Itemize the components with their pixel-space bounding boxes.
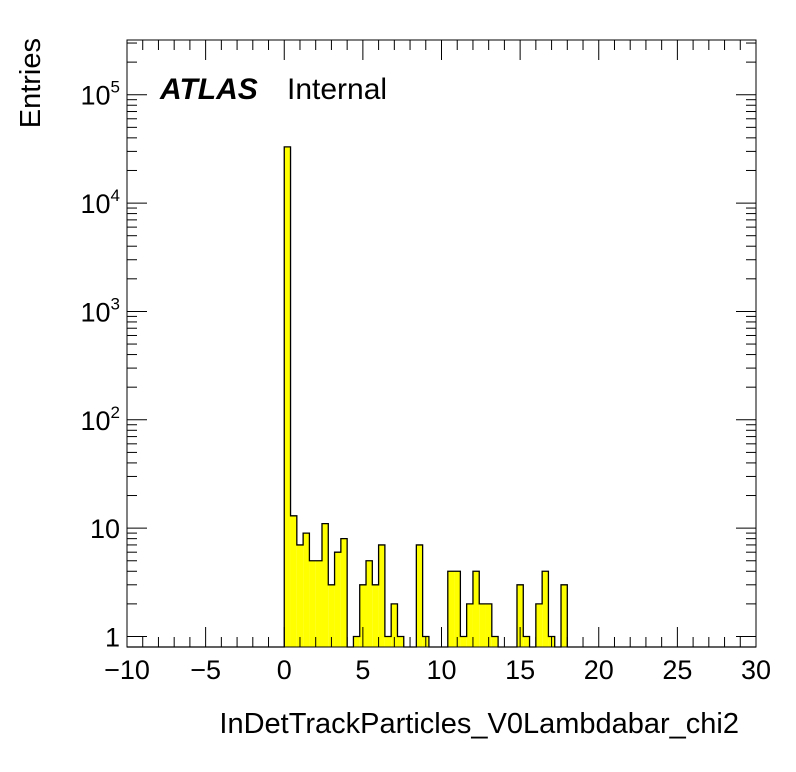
x-tick-labels: −10 −5 0 5 10 15 20 25 30 <box>104 655 771 685</box>
histogram-bin <box>340 538 348 647</box>
x-tick-label: 0 <box>277 655 292 685</box>
histogram-bin <box>542 571 549 647</box>
histogram-bin <box>309 560 316 647</box>
histogram-bin <box>372 584 379 647</box>
histogram-bin <box>359 584 367 647</box>
histogram-bin <box>303 533 310 647</box>
histogram-bin <box>290 515 297 647</box>
y-tick-label: 1 <box>105 622 120 652</box>
x-axis-title: InDetTrackParticles_V0Lambdabar_chi2 <box>219 708 739 740</box>
histogram-bin <box>366 560 373 647</box>
histogram-bin <box>416 544 423 647</box>
histogram-bin <box>491 636 499 647</box>
histogram-bin <box>472 571 480 647</box>
y-tick-label: 102 <box>80 403 120 436</box>
histogram-bin <box>391 603 398 647</box>
y-tick-label: 105 <box>80 78 120 111</box>
histogram-bin <box>485 603 492 647</box>
histogram-bin <box>466 603 473 647</box>
histogram-bin <box>397 636 404 647</box>
histogram-bin <box>378 544 385 647</box>
atlas-label: ATLAS <box>159 73 258 106</box>
histogram-bin <box>447 571 455 647</box>
x-tick-label: 30 <box>741 655 771 685</box>
histogram-bin <box>296 544 304 647</box>
x-tick-label: −5 <box>190 655 221 685</box>
histogram-bin <box>516 584 524 647</box>
histogram-bin <box>315 560 322 647</box>
histogram-bin <box>353 636 360 647</box>
x-tick-label: 5 <box>355 655 370 685</box>
x-tick-label: 15 <box>505 655 535 685</box>
y-tick-label: 103 <box>80 294 120 327</box>
internal-label: Internal <box>287 73 387 106</box>
y-tick-label: 104 <box>80 186 120 219</box>
x-tick-label: −10 <box>104 655 150 685</box>
y-tick-label: 10 <box>90 514 120 544</box>
histogram-bin <box>384 636 392 647</box>
histogram-bin <box>561 584 568 647</box>
histogram-bin <box>328 584 335 647</box>
axis-ticks <box>126 40 757 647</box>
histogram-bin <box>454 571 461 647</box>
y-axis-title: Entries <box>15 38 47 128</box>
histogram-bin <box>523 636 530 647</box>
histogram-outline <box>127 146 756 648</box>
histogram-bin <box>479 603 486 647</box>
histogram-bin <box>321 523 329 647</box>
histogram-bin <box>284 146 291 647</box>
histogram-bars <box>127 146 756 648</box>
y-tick-labels: 1 10 102 103 104 105 <box>80 78 120 653</box>
x-tick-label: 20 <box>584 655 614 685</box>
x-tick-label: 10 <box>426 655 456 685</box>
histogram-bin <box>334 552 341 647</box>
x-tick-label: 25 <box>662 655 692 685</box>
histogram-bin <box>535 603 543 647</box>
plot-frame <box>126 39 757 648</box>
histogram-bin <box>460 636 467 647</box>
